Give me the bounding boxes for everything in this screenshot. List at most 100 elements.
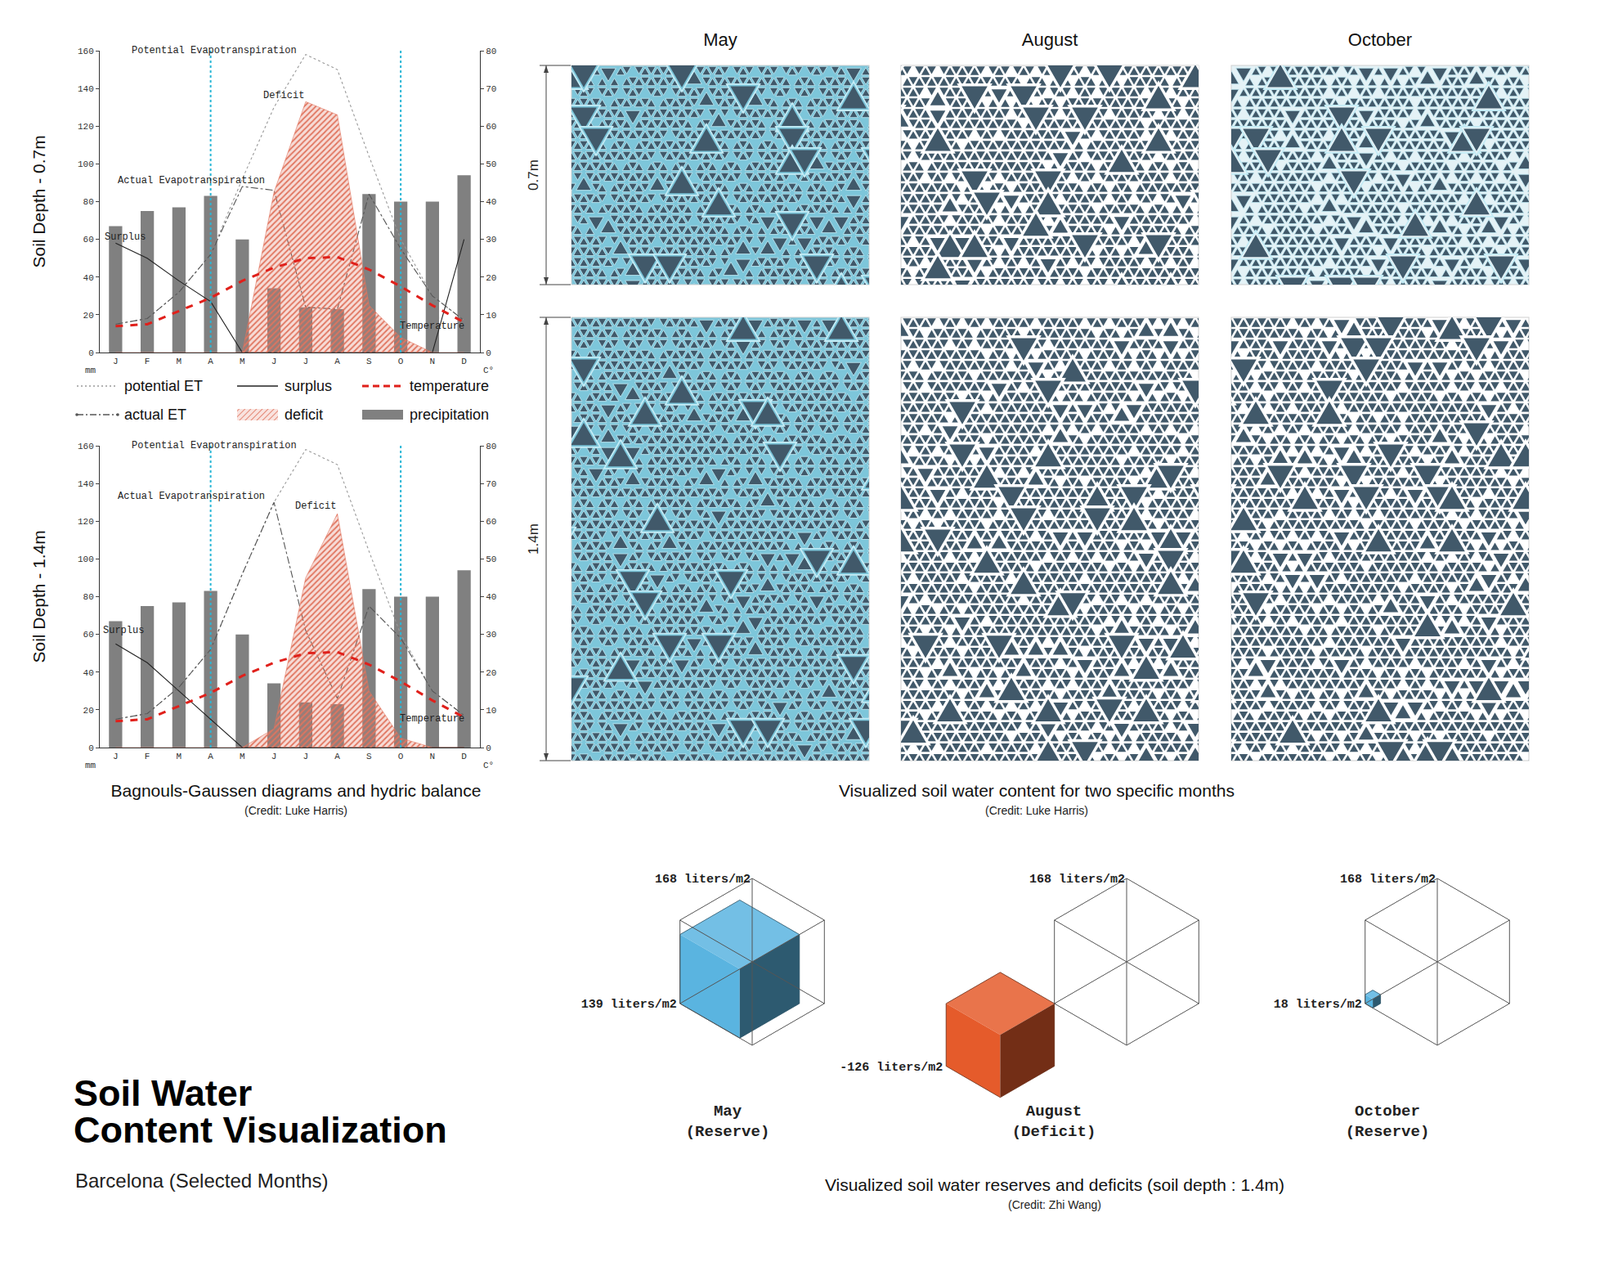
svg-text:potential ET: potential ET xyxy=(124,377,203,395)
svg-text:0: 0 xyxy=(88,348,95,359)
svg-text:(Reserve): (Reserve) xyxy=(685,1122,771,1141)
svg-text:O: O xyxy=(398,751,404,762)
svg-text:80: 80 xyxy=(485,46,497,57)
svg-text:mm: mm xyxy=(85,760,97,771)
svg-text:Soil Depth - 1.4m: Soil Depth - 1.4m xyxy=(29,529,49,663)
svg-text:Soil Depth - 0.7m: Soil Depth - 0.7m xyxy=(29,134,49,268)
svg-text:Content Visualization: Content Visualization xyxy=(73,1108,448,1151)
svg-text:40: 40 xyxy=(83,273,95,283)
svg-text:D: D xyxy=(461,751,467,762)
svg-text:deficit: deficit xyxy=(284,406,323,423)
svg-text:October: October xyxy=(1348,29,1412,50)
svg-text:140: 140 xyxy=(77,479,95,489)
svg-text:Surplus: Surplus xyxy=(104,231,146,243)
svg-text:60: 60 xyxy=(485,121,497,132)
svg-text:168 liters/m2: 168 liters/m2 xyxy=(1340,872,1436,887)
svg-text:actual ET: actual ET xyxy=(124,406,187,423)
svg-text:60: 60 xyxy=(83,629,95,640)
svg-text:168 liters/m2: 168 liters/m2 xyxy=(1029,872,1125,887)
svg-text:Soil Water: Soil Water xyxy=(73,1071,252,1114)
svg-text:May: May xyxy=(703,29,738,50)
svg-text:10: 10 xyxy=(485,310,497,321)
svg-text:80: 80 xyxy=(83,197,95,207)
svg-text:A: A xyxy=(334,751,341,762)
svg-text:30: 30 xyxy=(485,234,497,245)
svg-text:(Reserve): (Reserve) xyxy=(1345,1122,1430,1141)
svg-text:Potential Evapotranspiration: Potential Evapotranspiration xyxy=(131,44,297,57)
svg-text:20: 20 xyxy=(83,705,95,716)
svg-text:O: O xyxy=(398,356,404,367)
svg-text:M: M xyxy=(176,356,183,367)
svg-text:August: August xyxy=(1021,29,1079,50)
svg-text:surplus: surplus xyxy=(284,377,332,395)
svg-text:60: 60 xyxy=(83,234,95,245)
svg-text:70: 70 xyxy=(485,479,497,489)
svg-text:M: M xyxy=(239,751,246,762)
svg-text:J: J xyxy=(271,751,278,762)
svg-text:S: S xyxy=(366,356,372,367)
svg-text:140: 140 xyxy=(77,84,95,95)
svg-text:October: October xyxy=(1354,1102,1421,1121)
svg-text:20: 20 xyxy=(83,310,95,321)
svg-text:(Credit: Luke Harris): (Credit: Luke Harris) xyxy=(985,803,1089,817)
svg-text:S: S xyxy=(366,751,372,762)
svg-text:10: 10 xyxy=(485,705,497,716)
svg-text:N: N xyxy=(430,356,436,367)
svg-text:Bagnouls-Gaussen diagrams and: Bagnouls-Gaussen diagrams and hydric bal… xyxy=(111,780,482,800)
svg-text:20: 20 xyxy=(485,667,497,678)
svg-text:0: 0 xyxy=(88,743,95,753)
svg-text:160: 160 xyxy=(77,46,95,57)
svg-text:-126 liters/m2: -126 liters/m2 xyxy=(839,1060,943,1075)
svg-text:Surplus: Surplus xyxy=(103,624,144,637)
svg-text:August: August xyxy=(1026,1102,1082,1121)
svg-text:Deficit: Deficit xyxy=(295,500,337,512)
svg-text:139 liters/m2: 139 liters/m2 xyxy=(581,997,677,1012)
svg-text:30: 30 xyxy=(485,629,497,640)
svg-text:C°: C° xyxy=(483,760,494,771)
svg-text:40: 40 xyxy=(485,591,497,602)
svg-text:120: 120 xyxy=(77,516,95,527)
svg-text:0: 0 xyxy=(485,743,492,753)
svg-text:Actual Evapotranspiration: Actual Evapotranspiration xyxy=(117,490,265,502)
svg-text:0.7m: 0.7m xyxy=(525,159,542,191)
svg-text:70: 70 xyxy=(485,84,497,95)
svg-text:0: 0 xyxy=(485,348,492,359)
svg-text:60: 60 xyxy=(485,516,497,527)
svg-text:F: F xyxy=(144,356,151,367)
svg-text:Temperature: Temperature xyxy=(399,320,465,332)
svg-text:Deficit: Deficit xyxy=(263,89,305,102)
svg-text:Barcelona (Selected Months): Barcelona (Selected Months) xyxy=(75,1169,329,1192)
svg-text:18 liters/m2: 18 liters/m2 xyxy=(1273,997,1363,1012)
svg-text:Visualized soil water reserves: Visualized soil water reserves and defic… xyxy=(824,1174,1285,1194)
svg-text:Temperature: Temperature xyxy=(399,712,465,725)
svg-text:100: 100 xyxy=(77,554,95,565)
svg-text:(Credit: Zhi Wang): (Credit: Zhi Wang) xyxy=(1008,1197,1102,1211)
svg-text:A: A xyxy=(207,356,214,367)
svg-text:C°: C° xyxy=(483,365,494,376)
svg-text:Actual Evapotranspiration: Actual Evapotranspiration xyxy=(117,174,265,187)
svg-text:20: 20 xyxy=(485,273,497,283)
svg-text:D: D xyxy=(461,356,467,367)
svg-text:J: J xyxy=(303,356,310,367)
svg-text:mm: mm xyxy=(85,365,97,376)
svg-text:May: May xyxy=(713,1102,743,1121)
svg-text:1.4m: 1.4m xyxy=(525,523,542,555)
svg-text:Potential Evapotranspiration: Potential Evapotranspiration xyxy=(131,439,297,452)
svg-text:100: 100 xyxy=(77,159,95,170)
svg-text:A: A xyxy=(334,356,341,367)
svg-text:80: 80 xyxy=(485,441,497,452)
svg-text:80: 80 xyxy=(83,591,95,602)
svg-text:J: J xyxy=(271,356,278,367)
svg-text:160: 160 xyxy=(77,441,95,452)
svg-text:A: A xyxy=(207,751,214,762)
svg-text:J: J xyxy=(303,751,310,762)
svg-text:F: F xyxy=(144,751,151,762)
svg-text:40: 40 xyxy=(83,667,95,678)
svg-text:(Credit: Luke Harris): (Credit: Luke Harris) xyxy=(244,803,348,817)
svg-text:50: 50 xyxy=(485,554,497,565)
svg-text:J: J xyxy=(112,751,119,762)
svg-text:N: N xyxy=(430,751,436,762)
svg-text:M: M xyxy=(176,751,183,762)
svg-text:120: 120 xyxy=(77,121,95,132)
svg-text:50: 50 xyxy=(485,159,497,170)
